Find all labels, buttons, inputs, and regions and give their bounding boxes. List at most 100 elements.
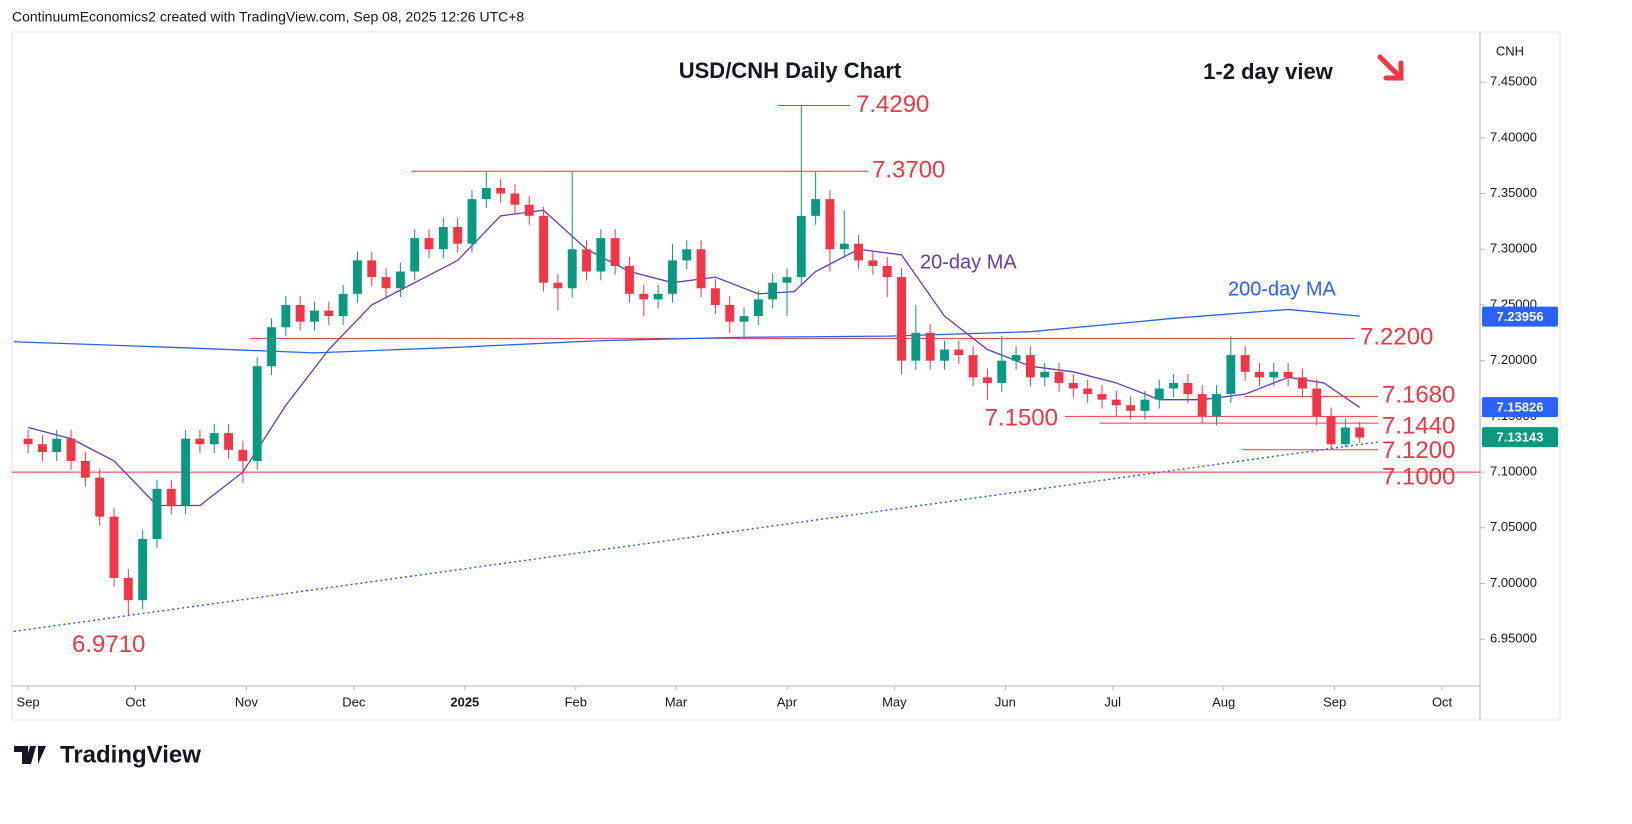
candle-body (324, 310, 334, 317)
candle-body (868, 260, 878, 266)
candle-body (968, 355, 978, 378)
candle-body (653, 293, 663, 300)
candle-body (267, 327, 276, 367)
candle-body (596, 238, 606, 272)
candle-body (66, 438, 76, 461)
candle-body (1054, 371, 1064, 383)
y-tick-label: 7.45000 (1490, 74, 1537, 89)
candle-body (1011, 355, 1021, 361)
x-tick-label: May (882, 694, 907, 709)
level-label: 7.1680 (1382, 382, 1455, 409)
candle-body (954, 349, 964, 356)
candle-body (510, 193, 520, 205)
candle-body (424, 238, 434, 250)
candle-body (925, 332, 935, 361)
x-tick-label: Apr (777, 694, 798, 709)
candle-body (854, 243, 864, 261)
y-tick-label: 7.05000 (1490, 519, 1537, 534)
x-tick-label: 2025 (450, 694, 479, 709)
candle-body (395, 271, 405, 289)
candle-body (152, 488, 162, 539)
candle-body (524, 204, 534, 216)
ma200-label: 200-day MA (1228, 278, 1336, 300)
candle-body (753, 299, 763, 317)
price-tag-label: 7.23956 (1497, 309, 1544, 324)
candle-body (209, 433, 219, 445)
candle-body (639, 293, 649, 300)
y-tick-label: 7.20000 (1490, 352, 1537, 367)
candle-body (839, 243, 849, 250)
candle-body (696, 249, 706, 289)
candle-body (1226, 355, 1236, 395)
candle-body (109, 516, 119, 578)
x-tick-label: Oct (1432, 694, 1453, 709)
candle-body (181, 438, 191, 506)
candle-body (195, 438, 205, 445)
candle-body (295, 304, 305, 322)
candle-body (911, 332, 921, 361)
candle-body (1068, 382, 1078, 389)
candle-body (1083, 388, 1093, 395)
candle-body (496, 187, 506, 194)
candle-body (768, 282, 778, 300)
candle-body (1025, 355, 1035, 378)
candle-body (453, 226, 463, 244)
level-label: 7.1000 (1382, 463, 1455, 490)
x-tick-label: Nov (235, 694, 259, 709)
candle-body (796, 215, 806, 278)
candle-body (238, 449, 248, 461)
candle-body (1126, 405, 1136, 411)
candle-body (1140, 399, 1150, 411)
candle-body (438, 226, 448, 250)
candle-body (252, 366, 262, 461)
ma20-label: 20-day MA (920, 251, 1017, 273)
price-tag (1482, 397, 1558, 418)
candle-body (52, 438, 62, 453)
candle-body (1197, 394, 1207, 417)
candle-body (725, 304, 735, 322)
candle-body (739, 316, 749, 322)
candle-body (682, 249, 692, 261)
x-tick-label: Oct (125, 694, 146, 709)
candle-body (310, 310, 319, 322)
y-tick-label: 7.10000 (1490, 464, 1537, 479)
candle-body (352, 260, 362, 294)
y-tick-label: 6.95000 (1490, 631, 1537, 646)
footer-brand: TradingView (60, 741, 201, 768)
candle-body (825, 199, 835, 250)
candle-body (1240, 355, 1250, 372)
level-label: 7.4290 (856, 91, 929, 118)
level-label: 7.3700 (872, 157, 945, 184)
candle-body (1183, 382, 1193, 395)
frame (11, 31, 1561, 721)
candle-body (1326, 416, 1336, 445)
x-tick-label: Jun (995, 694, 1016, 709)
candle-body (367, 260, 377, 278)
candle-body (1040, 371, 1050, 378)
candle-body (710, 288, 720, 305)
candle-body (281, 304, 291, 328)
x-tick-label: Feb (565, 694, 587, 709)
candle-body (567, 249, 577, 289)
candle-body (80, 460, 90, 478)
arrow (1377, 54, 1404, 81)
logo (14, 746, 46, 764)
candle-body (1154, 388, 1164, 400)
candle-body (940, 349, 949, 361)
candle-body (23, 438, 33, 445)
y-tick-label: 7.40000 (1490, 129, 1537, 144)
level-label: 7.1500 (985, 405, 1058, 432)
candle-body (1169, 382, 1179, 389)
candle-body (1255, 371, 1264, 378)
header: ContinuumEconomics2 created with Trading… (12, 9, 524, 25)
candle-body (1269, 371, 1279, 378)
x-tick-label: Sep (1323, 694, 1346, 709)
x-tick-label: Aug (1212, 694, 1235, 709)
candle-body (610, 238, 620, 266)
candle-body (338, 293, 348, 317)
price-tag (1482, 306, 1558, 327)
candle-body (1097, 394, 1107, 400)
y-tick-label: 7.00000 (1490, 575, 1537, 590)
